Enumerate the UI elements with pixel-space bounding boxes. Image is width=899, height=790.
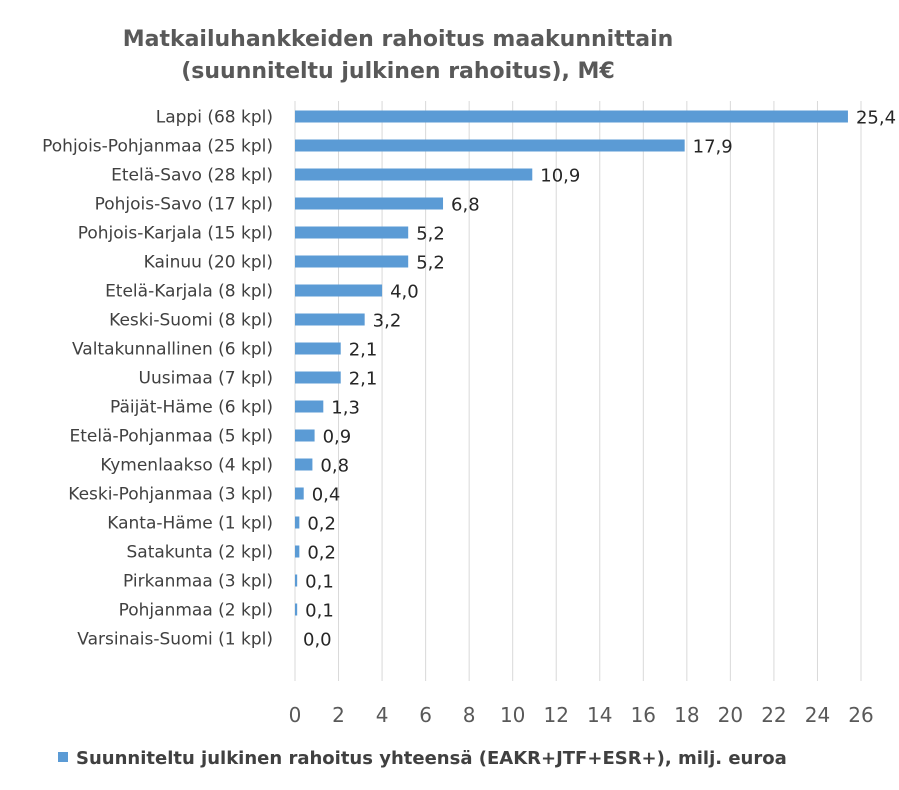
category-label: Etelä-Karjala (8 kpl) <box>105 282 273 302</box>
bar <box>295 168 533 181</box>
chart-title-line-1: Matkailuhankkeiden rahoitus maakunnittai… <box>123 27 674 52</box>
x-tick-label: 26 <box>848 703 873 727</box>
data-label: 0,4 <box>312 485 341 506</box>
legend: Suunniteltu julkinen rahoitus yhteensä (… <box>58 748 787 769</box>
chart-title-line-2: (suunniteltu julkinen rahoitus), M€ <box>181 59 615 84</box>
data-label: 1,3 <box>331 398 360 419</box>
data-label: 0,1 <box>305 572 334 593</box>
data-label: 5,2 <box>416 224 445 245</box>
bar <box>295 313 365 326</box>
data-label: 0,2 <box>307 514 336 535</box>
data-label: 10,9 <box>540 166 580 187</box>
bar <box>295 371 341 384</box>
bar <box>295 429 315 442</box>
x-tick-label: 14 <box>587 703 612 727</box>
bars <box>295 110 848 616</box>
x-tick-label: 4 <box>376 703 389 727</box>
x-tick-label: 6 <box>419 703 432 727</box>
bar <box>295 400 324 413</box>
data-label: 2,1 <box>349 369 378 390</box>
legend-swatch <box>58 752 68 762</box>
category-label: Valtakunnallinen (6 kpl) <box>72 340 273 360</box>
x-tick-label: 16 <box>631 703 656 727</box>
bar <box>295 342 341 355</box>
data-label: 5,2 <box>416 253 445 274</box>
category-labels: Lappi (68 kpl) Pohjois-Pohjanmaa (25 kpl)… <box>42 108 273 650</box>
data-label: 25,4 <box>856 108 896 129</box>
data-label: 0,9 <box>323 427 352 448</box>
bar <box>295 603 298 616</box>
category-label: Pohjois-Karjala (15 kpl) <box>78 224 273 244</box>
bar <box>295 487 304 500</box>
x-tick-label: 12 <box>544 703 569 727</box>
bar <box>295 139 685 152</box>
bar <box>295 516 300 529</box>
legend-label: Suunniteltu julkinen rahoitus yhteensä (… <box>76 748 787 769</box>
data-label: 0,2 <box>307 543 336 564</box>
category-label: Pohjois-Savo (17 kpl) <box>95 195 273 215</box>
bar <box>295 110 848 123</box>
data-label: 0,0 <box>303 630 332 651</box>
data-label: 4,0 <box>390 282 419 303</box>
data-label: 2,1 <box>349 340 378 361</box>
bar <box>295 458 313 471</box>
x-tick-label: 0 <box>289 703 302 727</box>
category-label: Lappi (68 kpl) <box>156 108 273 128</box>
data-label: 0,1 <box>305 601 334 622</box>
category-label: Uusimaa (7 kpl) <box>139 369 273 389</box>
category-label: Varsinais-Suomi (1 kpl) <box>77 630 273 650</box>
category-label: Päijät-Häme (6 kpl) <box>110 398 273 418</box>
category-label: Pirkanmaa (3 kpl) <box>123 572 273 592</box>
category-label: Etelä-Savo (28 kpl) <box>111 166 273 186</box>
bar <box>295 545 300 558</box>
category-label: Pohjois-Pohjanmaa (25 kpl) <box>42 137 273 157</box>
x-tick-label: 22 <box>761 703 786 727</box>
data-label: 6,8 <box>451 195 480 216</box>
category-label: Keski-Suomi (8 kpl) <box>109 311 273 331</box>
value-labels: 25,4 17,9 10,9 6,8 5,2 5,2 4,0 3,2 2,1 2,1 1,3 0,9 0… <box>303 108 896 651</box>
category-label: Kymenlaakso (4 kpl) <box>100 456 273 476</box>
data-label: 3,2 <box>373 311 402 332</box>
category-label: Pohjanmaa (2 kpl) <box>119 601 273 621</box>
category-label: Kainuu (20 kpl) <box>144 253 273 273</box>
bar <box>295 226 409 239</box>
bar <box>295 197 444 210</box>
x-tick-label: 24 <box>805 703 830 727</box>
category-label: Kanta-Häme (1 kpl) <box>107 514 273 534</box>
bar <box>295 255 409 268</box>
data-label: 17,9 <box>693 137 733 158</box>
x-tick-label: 8 <box>463 703 476 727</box>
x-tick-label: 20 <box>718 703 743 727</box>
x-tick-label: 2 <box>332 703 345 727</box>
category-label: Keski-Pohjanmaa (3 kpl) <box>68 485 273 505</box>
bar <box>295 284 383 297</box>
data-label: 0,8 <box>320 456 349 477</box>
x-tick-label: 18 <box>674 703 699 727</box>
bar <box>295 574 298 587</box>
gridlines <box>294 101 862 681</box>
x-axis-tick-labels: 0 2 4 6 8 10 12 14 16 18 20 22 24 26 <box>289 703 874 727</box>
category-label: Etelä-Pohjanmaa (5 kpl) <box>69 427 273 447</box>
category-label: Satakunta (2 kpl) <box>127 543 274 563</box>
x-tick-label: 10 <box>500 703 525 727</box>
